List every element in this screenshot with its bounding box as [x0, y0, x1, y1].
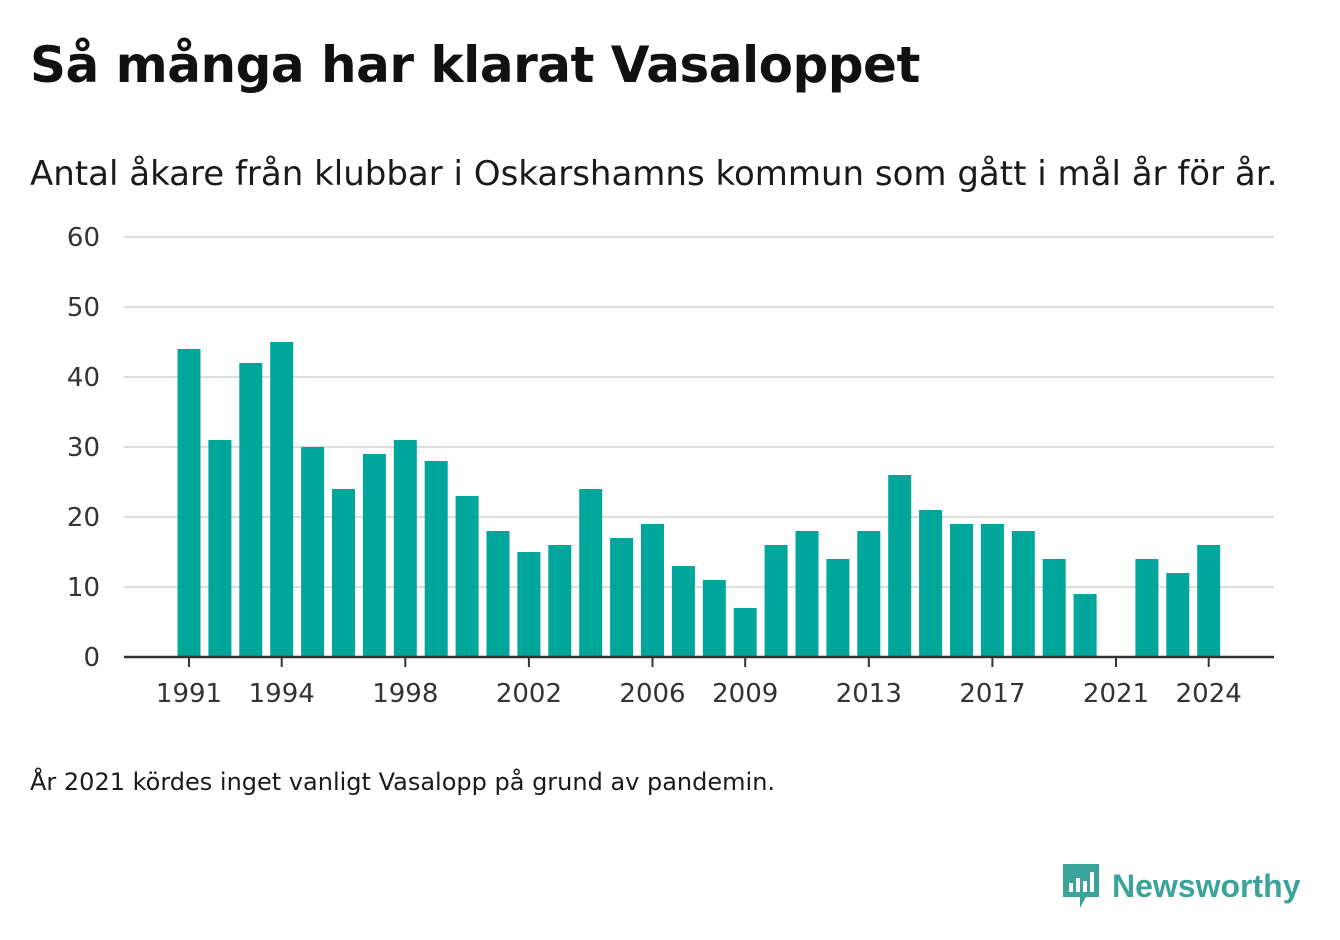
bar-2017	[980, 524, 1004, 657]
bar-1994	[270, 342, 294, 657]
y-tick-label: 0	[83, 643, 100, 673]
brand-name: Newsworthy	[1112, 867, 1301, 904]
x-tick-label: 1994	[249, 679, 315, 709]
bar-1996	[332, 489, 355, 657]
y-tick-label: 10	[67, 573, 100, 603]
y-tick-label: 50	[67, 293, 100, 323]
bar-2004	[579, 489, 603, 657]
bar-2024	[1197, 545, 1221, 657]
bar-2000	[455, 496, 479, 657]
x-tick-label: 2021	[1083, 679, 1149, 709]
footnote: År 2021 kördes inget vanligt Vasalopp på…	[30, 768, 776, 796]
bar-2003	[548, 545, 572, 657]
y-tick-label: 60	[67, 223, 100, 253]
bar-2013	[857, 531, 881, 657]
newsworthy-logo-icon	[1063, 864, 1099, 908]
bar-2001	[486, 531, 510, 657]
bar-1993	[239, 363, 263, 657]
bar-2019	[1042, 559, 1066, 657]
x-tick-label: 2009	[712, 679, 778, 709]
bar-2022	[1135, 559, 1159, 657]
chart-title: Så många har klarat Vasaloppet	[30, 36, 920, 94]
gridlines	[124, 236, 1274, 588]
bar-1997	[362, 454, 386, 657]
x-tick-label: 1991	[156, 679, 222, 709]
bar-2014	[888, 475, 912, 657]
x-tick-label: 2013	[836, 679, 902, 709]
bar-2008	[702, 580, 726, 657]
bar-2007	[671, 566, 695, 657]
bars	[177, 342, 1221, 657]
bar-2023	[1166, 573, 1190, 657]
bar-2002	[517, 552, 541, 657]
chart-subtitle: Antal åkare från klubbar i Oskarshamns k…	[30, 154, 1278, 194]
bar-2020	[1073, 594, 1097, 657]
bar-2011	[795, 531, 819, 657]
bar-1992	[208, 440, 232, 657]
bar-2015	[919, 510, 943, 657]
bar-2009	[733, 608, 757, 657]
bar-2006	[641, 524, 664, 657]
bar-2010	[764, 545, 788, 657]
bar-1991	[177, 349, 201, 657]
axes: 0 10 20 30 40 50 60 1991 1994 1998 2002 2006 2009 201…	[67, 223, 1274, 709]
x-tick-label: 2024	[1176, 679, 1242, 709]
y-tick-label: 40	[67, 363, 100, 393]
y-tick-label: 30	[67, 433, 100, 463]
bar-2012	[826, 559, 850, 657]
bar-1998	[393, 440, 417, 657]
bar-2018	[1011, 531, 1035, 657]
bar-1995	[301, 447, 325, 657]
x-tick-label: 2017	[959, 679, 1025, 709]
x-tick-label: 2002	[496, 679, 562, 709]
bar-2005	[610, 538, 634, 657]
x-tick-label: 1998	[372, 679, 438, 709]
bar-2016	[950, 524, 973, 657]
x-tick-label: 2006	[619, 679, 685, 709]
y-tick-label: 20	[67, 503, 100, 533]
bar-1999	[424, 461, 448, 657]
brand-logo: Newsworthy	[1060, 860, 1300, 912]
